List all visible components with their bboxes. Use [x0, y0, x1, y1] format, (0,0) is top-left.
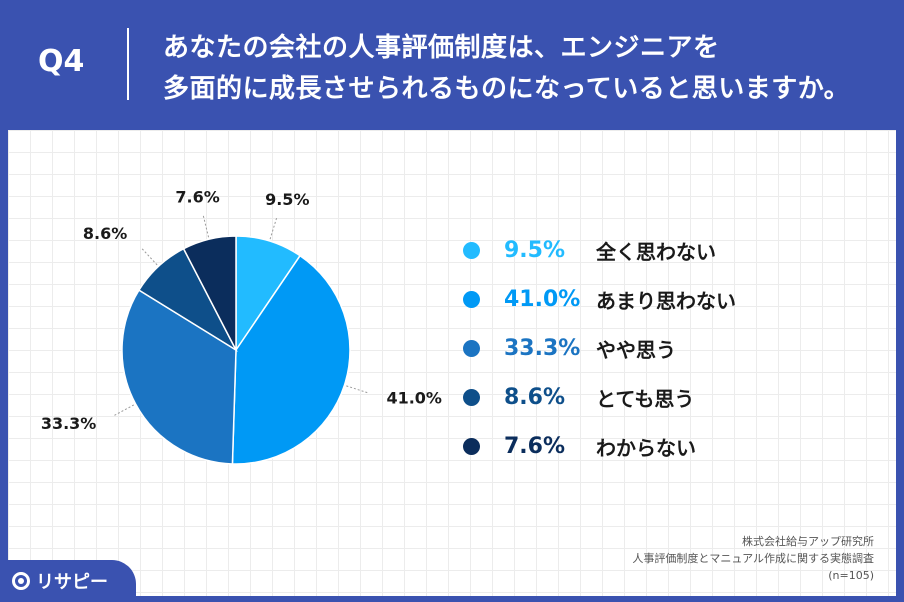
logo-text: リサピー: [36, 572, 108, 593]
pie-slice: [231, 254, 351, 465]
legend-value: 9.5%: [504, 238, 566, 263]
question-title-line2: 多面的に成長させられるものになっていると思いますか。: [163, 74, 851, 104]
legend-swatch: [463, 389, 480, 406]
question-label: Q4: [38, 44, 85, 79]
question-title-line1: あなたの会社の人事評価制度は、エンジニアを: [163, 33, 720, 63]
legend-swatch: [463, 340, 480, 357]
legend-swatch: [463, 438, 480, 455]
legend-swatch: [463, 291, 480, 308]
pie-data-label: 33.3%: [41, 414, 97, 433]
legend-label: 全く思わない: [596, 240, 716, 264]
legend-item: 41.0% あまり思わない: [463, 275, 793, 324]
leader-line: [269, 217, 278, 240]
legend-value: 8.6%: [504, 385, 566, 410]
legend-value: 33.3%: [504, 336, 581, 361]
legend-label: とても思う: [596, 387, 695, 411]
pie-data-label: 8.6%: [83, 224, 127, 243]
leader-line: [346, 385, 368, 394]
pin-icon: [12, 572, 30, 590]
leader-line: [202, 215, 210, 238]
pie-data-label: 7.6%: [175, 187, 219, 206]
chart-panel: 9.5% 41.0% 33.3% 8.6% 7.6% 9.5% 全く思わない 41.0% あま…: [8, 130, 896, 596]
legend-item: 33.3% やや思う: [463, 324, 793, 373]
leader-line: [114, 404, 135, 416]
legend-item: 8.6% とても思う: [463, 373, 793, 422]
question-title: あなたの会社の人事評価制度は、エンジニアを 多面的に成長させられるものになってい…: [163, 28, 883, 110]
pie-slice: [182, 235, 237, 351]
legend-swatch: [463, 242, 480, 259]
source-line1: 株式会社給与アップ研究所: [742, 535, 874, 548]
leader-line: [141, 248, 158, 266]
header: Q4 あなたの会社の人事評価制度は、エンジニアを 多面的に成長させられるものにな…: [0, 0, 904, 130]
brand-logo: リサピー: [0, 560, 136, 602]
pie-chart: 9.5% 41.0% 33.3% 8.6% 7.6%: [41, 187, 442, 465]
source-line2: 人事評価制度とマニュアル作成に関する実態調査: [632, 552, 874, 565]
legend-value: 7.6%: [504, 434, 566, 459]
legend-label: わからない: [596, 436, 696, 460]
source-note: 株式会社給与アップ研究所 人事評価制度とマニュアル作成に関する実態調査 (n=1…: [534, 533, 874, 584]
legend-value: 41.0%: [504, 287, 581, 312]
legend-label: やや思う: [596, 338, 676, 362]
pie-slice: [121, 289, 237, 465]
header-divider: [127, 28, 129, 100]
source-line3: (n=105): [828, 569, 874, 582]
legend-label: あまり思わない: [596, 289, 736, 313]
pie-data-label: 9.5%: [265, 190, 309, 209]
legend-item: 9.5% 全く思わない: [463, 226, 793, 275]
legend: 9.5% 全く思わない 41.0% あまり思わない 33.3% やや思う 8.6% とても思う…: [463, 226, 793, 471]
legend-item: 7.6% わからない: [463, 422, 793, 471]
pie-data-label: 41.0%: [386, 389, 442, 408]
